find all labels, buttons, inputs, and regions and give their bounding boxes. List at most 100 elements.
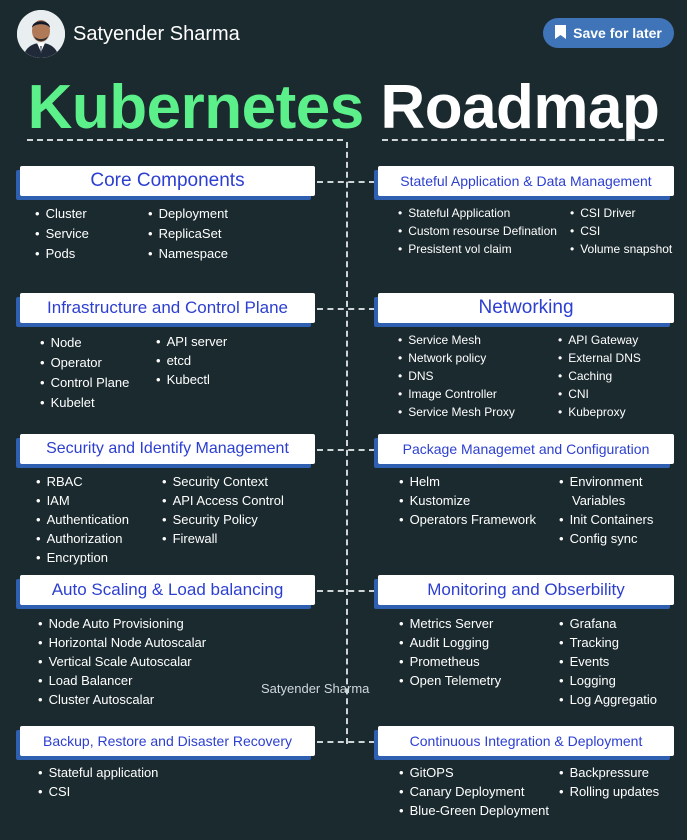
list-item: Helm bbox=[399, 472, 536, 491]
infrastructure-list-2: API server etcd Kubectl bbox=[156, 332, 228, 389]
connector-line bbox=[317, 181, 375, 183]
list-item: CSI bbox=[38, 782, 158, 801]
roadmap-spine bbox=[346, 142, 348, 744]
list-item: Operator bbox=[40, 353, 129, 373]
list-item: Cluster bbox=[35, 204, 89, 224]
list-item: Rolling updates bbox=[559, 782, 660, 801]
post-header: Satyender Sharma Save for later bbox=[0, 0, 687, 66]
package-list-1: Helm Kustomize Operators Framework bbox=[399, 472, 536, 529]
save-for-later-button[interactable]: Save for later bbox=[543, 18, 674, 48]
list-item: Deployment bbox=[148, 204, 228, 224]
list-item: Kubectl bbox=[156, 370, 227, 389]
list-item: Environment bbox=[559, 472, 653, 491]
stateful-list-1: Stateful Application Custom resourse Def… bbox=[398, 204, 557, 258]
list-item: API Gateway bbox=[558, 331, 641, 349]
section-header-monitoring: Monitoring and Obserbility bbox=[378, 575, 674, 605]
list-item: Stateful application bbox=[38, 763, 159, 782]
title-kubernetes: Kubernetes bbox=[27, 73, 365, 142]
section-header-auto-scaling: Auto Scaling & Load balancing bbox=[20, 575, 315, 605]
title-underline-left bbox=[27, 139, 343, 141]
networking-list-1: Service Mesh Network policy DNS Image Co… bbox=[398, 331, 515, 421]
list-item: Service bbox=[35, 224, 89, 244]
list-item: Vertical Scale Autoscalar bbox=[38, 652, 206, 671]
package-list-2: Environment Variables Init Containers Co… bbox=[559, 472, 654, 548]
author-name[interactable]: Satyender Sharma bbox=[73, 23, 240, 45]
list-item: Control Plane bbox=[40, 373, 130, 393]
watermark: Satyender Sharma bbox=[261, 681, 370, 696]
list-item: CNI bbox=[558, 385, 641, 403]
list-item: Security Policy bbox=[162, 510, 284, 529]
security-list-2: Security Context API Access Control Secu… bbox=[162, 472, 284, 548]
list-item: Namespace bbox=[148, 244, 228, 264]
networking-list-2: API Gateway External DNS Caching CNI Kub… bbox=[558, 331, 641, 421]
core-components-list-1: Cluster Service Pods bbox=[35, 204, 89, 264]
connector-line bbox=[317, 308, 375, 310]
list-item: API Access Control bbox=[162, 491, 284, 510]
list-item: Service Mesh Proxy bbox=[398, 403, 515, 421]
title-underline-right bbox=[382, 139, 664, 141]
list-item: Tracking bbox=[559, 633, 657, 652]
list-item: Node bbox=[40, 333, 129, 353]
list-item: ReplicaSet bbox=[148, 224, 228, 244]
section-header-core-components: Core Components bbox=[20, 166, 315, 196]
list-item: Network policy bbox=[398, 349, 515, 367]
monitoring-list-1: Metrics Server Audit Logging Prometheus … bbox=[399, 614, 502, 690]
list-item: Service Mesh bbox=[398, 331, 515, 349]
list-item: GitOPS bbox=[399, 763, 549, 782]
monitoring-list-2: Grafana Tracking Events Logging Log Aggr… bbox=[559, 614, 657, 709]
list-item: DNS bbox=[398, 367, 515, 385]
list-item: Volume snapshot bbox=[570, 240, 672, 258]
title-roadmap: Roadmap bbox=[380, 73, 660, 142]
list-item: Operators Framework bbox=[399, 510, 536, 529]
list-item: CSI Driver bbox=[570, 204, 672, 222]
list-item: Backpressure bbox=[559, 763, 659, 782]
list-item: etcd bbox=[156, 351, 227, 370]
list-item: RBAC bbox=[36, 472, 129, 491]
core-components-list-2: Deployment ReplicaSet Namespace bbox=[148, 204, 228, 264]
cicd-list-1: GitOPS Canary Deployment Blue-Green Depl… bbox=[399, 763, 549, 820]
section-header-package: Package Managemet and Configuration bbox=[378, 434, 674, 464]
security-list-1: RBAC IAM Authentication Authorization En… bbox=[36, 472, 129, 567]
list-item: Encryption bbox=[36, 548, 129, 567]
list-item: Events bbox=[559, 652, 657, 671]
section-header-infrastructure: Infrastructure and Control Plane bbox=[20, 293, 315, 323]
list-item: Custom resourse Defination bbox=[398, 222, 557, 240]
section-header-security: Security and Identify Management bbox=[20, 434, 315, 464]
list-item: Authentication bbox=[36, 510, 129, 529]
list-item: Image Controller bbox=[398, 385, 515, 403]
list-item: Variables bbox=[572, 493, 626, 508]
backup-list: Stateful application CSI bbox=[38, 763, 159, 801]
list-item: Security Context bbox=[162, 472, 284, 491]
list-item: Load Balancer bbox=[38, 671, 206, 690]
list-item: Pods bbox=[35, 244, 89, 264]
list-item: Audit Logging bbox=[399, 633, 501, 652]
list-item: Grafana bbox=[559, 614, 657, 633]
auto-scaling-list: Node Auto Provisioning Horizontal Node A… bbox=[38, 614, 207, 709]
list-item: Kubeproxy bbox=[558, 403, 641, 421]
list-item: Prometheus bbox=[399, 652, 501, 671]
list-item: Stateful Application bbox=[398, 204, 557, 222]
list-item: IAM bbox=[36, 491, 129, 510]
save-button-label: Save for later bbox=[573, 25, 662, 41]
infrastructure-list-1: Node Operator Control Plane Kubelet bbox=[40, 333, 130, 413]
cicd-list-2: Backpressure Rolling updates bbox=[559, 763, 660, 801]
list-item: CSI bbox=[570, 222, 672, 240]
list-item: Presistent vol claim bbox=[398, 240, 557, 258]
list-item: Firewall bbox=[162, 529, 284, 548]
list-item: Logging bbox=[559, 671, 657, 690]
list-item: Blue-Green Deployment bbox=[399, 801, 549, 820]
avatar[interactable] bbox=[17, 10, 65, 58]
list-item: Kustomize bbox=[399, 491, 536, 510]
section-header-cicd: Continuous Integration & Deployment bbox=[378, 726, 674, 756]
list-item: External DNS bbox=[558, 349, 641, 367]
list-item: Horizontal Node Autoscalar bbox=[38, 633, 207, 652]
bookmark-icon bbox=[555, 24, 567, 42]
list-item: Log Aggregatio bbox=[559, 690, 657, 709]
list-item: Open Telemetry bbox=[399, 671, 502, 690]
list-item: Metrics Server bbox=[399, 614, 501, 633]
section-header-stateful-data: Stateful Application & Data Management bbox=[378, 166, 674, 196]
list-item: Authorization bbox=[36, 529, 129, 548]
connector-line bbox=[317, 449, 375, 451]
list-item: Canary Deployment bbox=[399, 782, 549, 801]
list-item: Kubelet bbox=[40, 393, 129, 413]
